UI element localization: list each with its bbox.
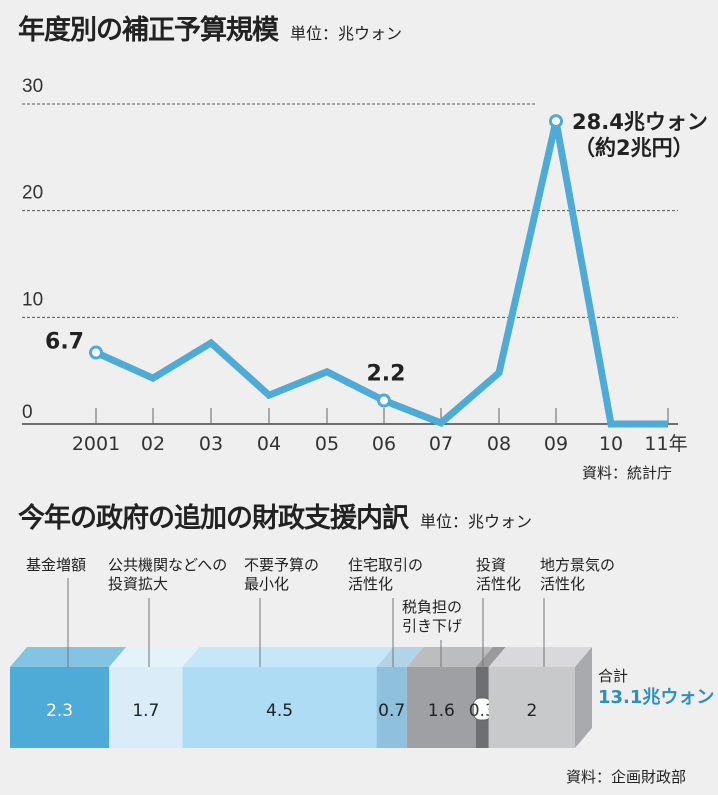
bar-label: 住宅取引の 活性化	[348, 556, 424, 593]
bar-label: 投資 活性化	[476, 556, 522, 593]
x-tick-label: 06	[372, 433, 396, 455]
data-label: （約2兆円）	[574, 136, 694, 160]
x-tick-label: 04	[257, 433, 281, 455]
bar-segment	[376, 667, 407, 748]
chart2-title-text: 今年の政府の追加の財政支援内訳	[18, 503, 409, 534]
x-tick-label: 09	[544, 433, 568, 455]
y-tick-label: 0	[22, 402, 33, 423]
bar-segment-top	[376, 647, 424, 667]
bar-segment-top	[182, 647, 394, 667]
bar-side-face	[575, 647, 592, 748]
chart2-unit: 単位：兆ウォン	[420, 512, 533, 531]
bar-label: 基金増額	[26, 556, 87, 574]
bar-segment	[406, 667, 476, 748]
x-tick-label: 08	[487, 433, 511, 455]
highlight-marker	[89, 345, 103, 360]
chart2-source: 資料：企画財政部	[566, 768, 687, 786]
chart1-title-text: 年度別の補正予算規模	[18, 15, 279, 46]
x-tick-label: 10	[599, 433, 623, 455]
bar-segment	[182, 667, 377, 748]
x-tick-label: 05	[315, 433, 339, 455]
x-tick-label: 02	[141, 433, 165, 455]
chart1-unit: 単位：兆ウォン	[290, 24, 403, 43]
value-label: 0.7	[378, 701, 405, 721]
bar-segment	[109, 667, 183, 748]
highlight-marker	[377, 393, 391, 408]
value-label: 2	[526, 701, 537, 721]
bar-segment-top	[109, 647, 200, 667]
chart2-title: 今年の政府の追加の財政支援内訳 単位：兆ウォン	[18, 496, 532, 535]
bar-segment	[488, 667, 575, 748]
total-value: 13.1兆ウォン	[598, 687, 715, 708]
highlight-marker	[549, 114, 563, 129]
value-label: 2.3	[46, 701, 73, 721]
value-label: 1.7	[132, 701, 159, 721]
bar-label: 公共機関などへの 投資拡大	[108, 556, 228, 593]
bar-label: 地方景気の 活性化	[540, 556, 616, 593]
data-label: 28.4兆ウォン	[572, 110, 708, 134]
x-tick-label: 03	[199, 433, 223, 455]
x-tick-label: 2001	[72, 433, 120, 455]
bar-label: 税負担の 引き下げ	[402, 598, 463, 635]
line-chart: 0 10 20 30 2001 02 03 04 05 06 07 08 09 10 11年 6.7 2.2 28…	[22, 76, 708, 455]
bar-segment-top	[406, 647, 493, 667]
chart1-source: 資料：統計庁	[582, 464, 673, 482]
total-label: 合計	[598, 667, 629, 685]
value-label: 1.6	[428, 701, 455, 721]
y-tick-label: 20	[22, 183, 43, 204]
x-tick-label: 11年	[644, 433, 687, 455]
bar-segment	[10, 667, 110, 748]
x-tick-label: 07	[429, 433, 453, 455]
value-label: 4.5	[266, 701, 293, 721]
y-tick-label: 30	[22, 76, 43, 97]
data-label: 6.7	[45, 330, 84, 355]
data-label: 2.2	[367, 362, 406, 387]
y-tick-label: 10	[22, 289, 43, 310]
bar-segment-top	[488, 647, 592, 667]
total: 合計 13.1兆ウォン	[598, 665, 714, 709]
bar-label: 不要予算の 最小化	[244, 556, 320, 593]
chart1-title: 年度別の補正予算規模 単位：兆ウォン	[18, 8, 402, 47]
